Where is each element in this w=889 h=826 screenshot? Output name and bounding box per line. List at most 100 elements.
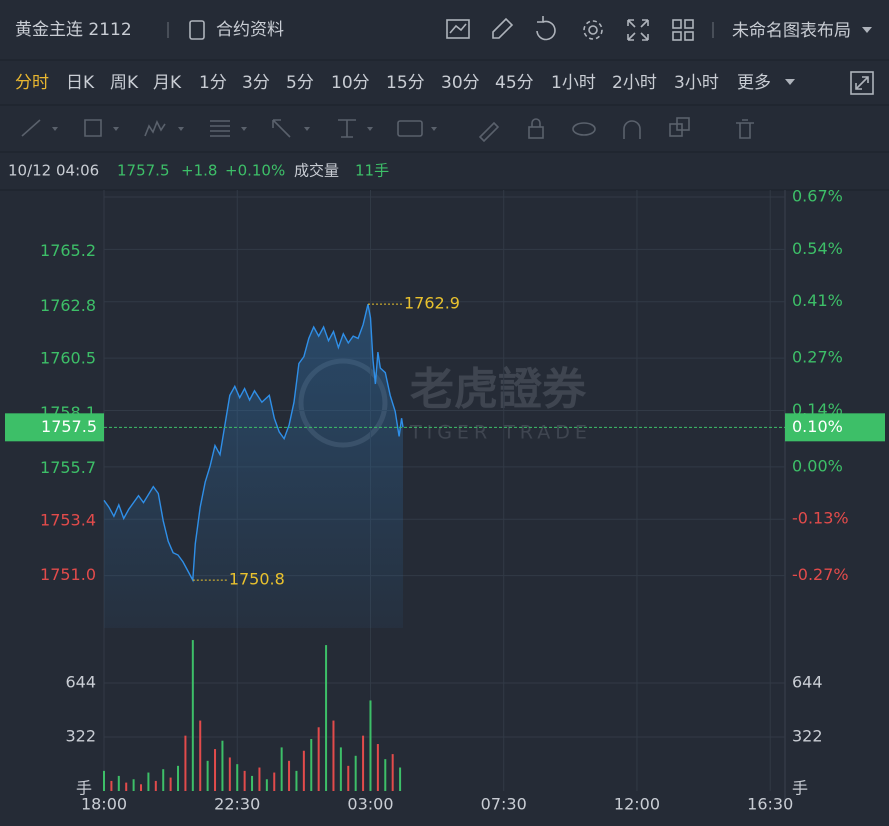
period-tab[interactable]: 30分 xyxy=(441,73,480,93)
volume-bar xyxy=(369,700,372,791)
volume-bar xyxy=(132,779,135,791)
current-percent-tag xyxy=(785,413,885,442)
period-tab[interactable]: 45分 xyxy=(495,73,534,93)
period-tab[interactable]: 日K xyxy=(66,73,95,93)
volume-bar xyxy=(258,767,261,791)
title: 黄金主连 2112 xyxy=(15,20,132,40)
volume-bar xyxy=(191,640,194,791)
volume-bar xyxy=(265,779,268,791)
period-tab[interactable]: 更多 xyxy=(737,73,771,93)
volume-bar xyxy=(273,772,276,791)
plot: 18:00 22:30 03:00 07:30 12:00 16:30 0.67% 0.54%… xyxy=(5,187,885,814)
period-tab[interactable]: 周K xyxy=(110,73,139,93)
volume-bar xyxy=(169,777,172,791)
low-label: 1750.8 xyxy=(229,570,285,589)
contract-link[interactable]: 合约资料 xyxy=(216,20,284,40)
info-percent: +0.10% xyxy=(225,162,285,180)
volume-unit: 手 xyxy=(792,779,808,798)
period-tab[interactable]: 5分 xyxy=(286,73,314,93)
volume-tick-label: 644 xyxy=(65,673,96,692)
y2-tick-label: -0.13% xyxy=(792,509,849,528)
volume-bar xyxy=(354,755,357,791)
volume-bar xyxy=(228,757,231,791)
volume-bar xyxy=(214,749,217,791)
x-tick-label: 03:00 xyxy=(347,795,393,814)
volume-bar xyxy=(399,767,402,791)
volume-bar xyxy=(110,780,113,791)
volume-bar xyxy=(339,747,342,791)
x-tick-label: 22:30 xyxy=(214,795,260,814)
period-tab[interactable]: 分时 xyxy=(15,73,49,93)
y2-tick-label: 0.54% xyxy=(792,239,843,258)
volume-bar xyxy=(295,770,298,791)
volume-bar xyxy=(103,770,105,791)
volume-bar xyxy=(302,750,305,791)
info-volume: 11手 xyxy=(355,162,389,180)
period-tab[interactable]: 15分 xyxy=(386,73,425,93)
volume-bar xyxy=(184,735,187,791)
volume-unit: 手 xyxy=(76,779,92,798)
volume-bar xyxy=(147,772,150,791)
volume-bar xyxy=(199,720,202,791)
volume-bar xyxy=(243,770,246,791)
toolbar-icons[interactable] xyxy=(446,16,694,41)
volume-bar xyxy=(117,775,120,791)
y2-tick-label: -0.27% xyxy=(792,565,849,584)
info-time: 10/12 04:06 xyxy=(8,162,99,180)
current-price-label: 1757.5 xyxy=(41,417,97,436)
volume-bar xyxy=(384,759,387,791)
current-percent-label: 0.10% xyxy=(792,417,843,436)
volume-bar xyxy=(154,780,157,791)
dropdown-arrow xyxy=(785,79,795,85)
period-tab[interactable]: 2小时 xyxy=(612,73,657,93)
y2-tick-label: 0.00% xyxy=(792,456,843,475)
y-tick-label: 1760.5 xyxy=(40,348,96,367)
volume-bar xyxy=(177,765,180,791)
period-tab[interactable]: 1分 xyxy=(199,73,227,93)
y2-tick-label: 0.67% xyxy=(792,187,843,206)
x-tick-label: 07:30 xyxy=(481,795,527,814)
volume-bar xyxy=(376,744,379,791)
fullscreen-button[interactable] xyxy=(850,71,874,95)
period-tab[interactable]: 3分 xyxy=(242,73,270,93)
volume-bar xyxy=(125,782,128,791)
y2-tick-label: 0.27% xyxy=(792,348,843,367)
period-tab[interactable]: 月K xyxy=(153,73,182,93)
watermark-text: 老虎證券 xyxy=(410,364,587,415)
info-price: 1757.5 xyxy=(117,162,170,180)
fullscreen-icon xyxy=(855,76,869,90)
period-tab[interactable]: 3小时 xyxy=(674,73,719,93)
volume-bar xyxy=(362,735,365,791)
x-tick-label: 16:30 xyxy=(747,795,793,814)
volume-bar xyxy=(325,645,328,791)
volume-bar xyxy=(332,720,335,791)
period-tabs: 分时 日K 周K 月K 1分 3分 5分 10分 15分 30分 45分 1小时 2小时 3小时 更多 xyxy=(15,73,771,93)
volume-bar xyxy=(221,740,224,791)
y-tick-label: 1751.0 xyxy=(40,565,96,584)
volume-bar xyxy=(162,769,165,791)
volume-bar xyxy=(140,784,143,791)
price-area xyxy=(104,304,404,628)
volume-bar xyxy=(310,739,313,791)
drawing-tools[interactable] xyxy=(21,117,754,143)
volume-bar xyxy=(251,775,254,791)
y-tick-label: 1765.2 xyxy=(40,241,96,260)
period-tab[interactable]: 1小时 xyxy=(551,73,596,93)
watermark-text: TIGER TRADE xyxy=(409,422,592,444)
x-tick-label: 12:00 xyxy=(614,795,660,814)
volume-bar xyxy=(317,727,320,791)
period-tab[interactable]: 10分 xyxy=(331,73,370,93)
volume-tick-label: 644 xyxy=(792,673,823,692)
volume-bar xyxy=(236,764,239,791)
volume-bar xyxy=(288,760,291,791)
volume-bar xyxy=(206,760,209,791)
contract-icon xyxy=(189,20,205,40)
info-volume-label: 成交量 xyxy=(294,162,339,180)
dropdown-arrow xyxy=(862,27,872,33)
layout-menu[interactable]: 未命名图表布局 xyxy=(732,21,851,41)
y-tick-label: 1762.8 xyxy=(40,296,96,315)
volume-bar xyxy=(347,765,350,791)
price-line xyxy=(103,304,404,583)
y2-tick-label: 0.41% xyxy=(792,291,843,310)
